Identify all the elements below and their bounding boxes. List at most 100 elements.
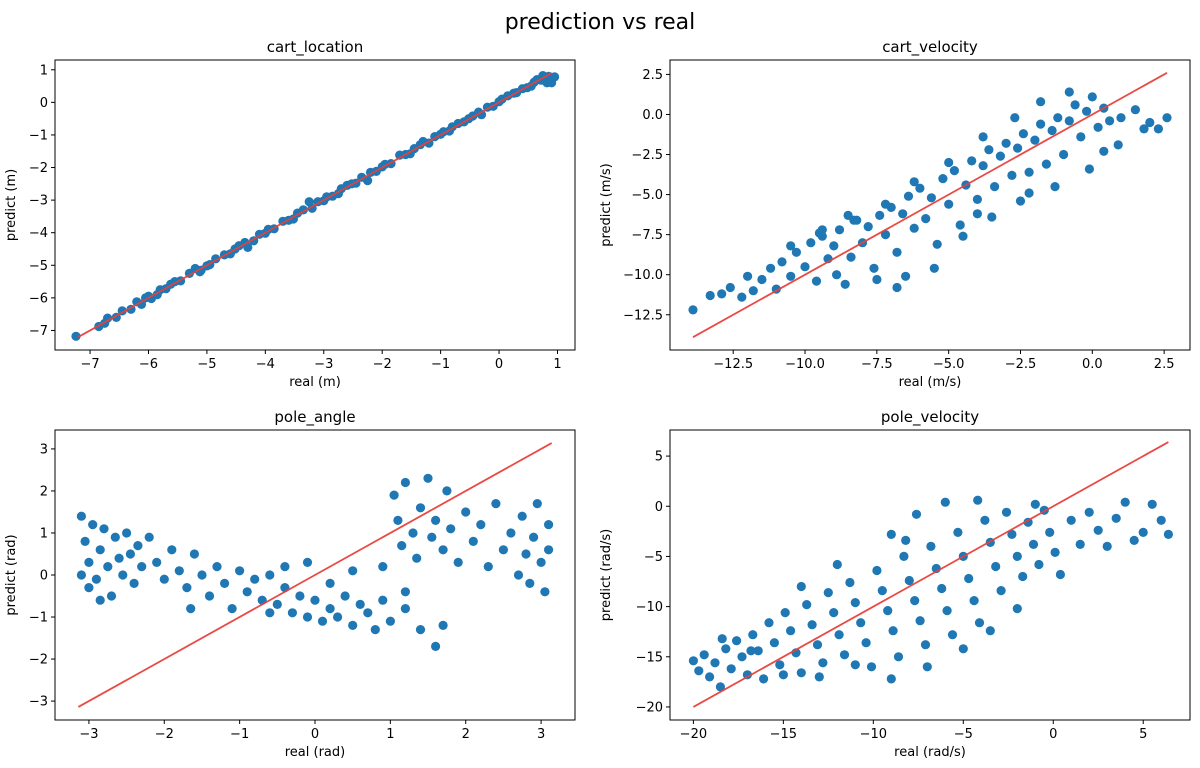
data-point: [550, 72, 560, 82]
data-point: [152, 557, 162, 568]
x-axis-label: real (rad): [285, 745, 345, 760]
data-point: [1093, 525, 1103, 535]
data-point: [1113, 140, 1123, 150]
data-point: [967, 156, 977, 166]
data-point: [517, 511, 527, 521]
data-point: [972, 209, 983, 219]
data-point: [769, 638, 780, 648]
y-tick-label: −20: [636, 700, 663, 715]
data-point: [840, 279, 850, 289]
data-point: [84, 557, 94, 568]
data-point: [88, 520, 98, 530]
data-point: [699, 650, 709, 660]
data-point: [901, 271, 911, 281]
data-point: [442, 486, 452, 496]
data-point: [921, 214, 931, 224]
data-point: [834, 630, 844, 640]
x-axis-label: real (m/s): [899, 375, 962, 390]
y-tick-label: 5: [655, 450, 663, 465]
reference-line: [692, 72, 1168, 338]
data-point: [958, 644, 968, 654]
data-point: [938, 174, 948, 184]
data-point: [978, 161, 988, 171]
y-tick-label: −1: [29, 128, 48, 143]
data-point: [829, 241, 839, 251]
x-tick-label: −2: [373, 357, 392, 372]
subplot-title: cart_location: [267, 38, 364, 57]
data-point: [832, 270, 842, 280]
data-point: [856, 618, 866, 628]
data-point: [915, 183, 925, 193]
data-point: [839, 650, 850, 660]
scatter-points: [688, 495, 1173, 692]
data-point: [1139, 124, 1149, 134]
data-point: [849, 215, 859, 225]
data-point: [944, 157, 954, 168]
data-point: [942, 606, 952, 616]
data-point: [302, 557, 313, 568]
data-point: [705, 290, 715, 301]
data-point: [427, 532, 437, 542]
data-point: [204, 591, 215, 601]
data-point: [846, 252, 856, 262]
data-point: [899, 551, 909, 562]
data-point: [91, 574, 101, 584]
data-point: [544, 520, 554, 530]
x-tick-label: −10: [860, 727, 887, 742]
data-point: [796, 581, 806, 592]
data-point: [532, 499, 542, 509]
data-point: [990, 182, 1000, 192]
y-axis-label: predict (rad): [4, 534, 19, 615]
subplot-cart_velocity: cart_velocity −12.5 −10.0 −7.5 −5.0 −2.5 0.0 2.…: [599, 38, 1191, 390]
subplot-pole_angle: pole_angle −3 −2 −1 0 1 2 3 −3 −2 −1 0 1 2 3 real (rad)…: [4, 408, 576, 760]
y-tick-label: −5.0: [631, 188, 663, 203]
x-tick-label: −3: [314, 357, 333, 372]
data-point: [235, 566, 245, 576]
data-point: [710, 658, 720, 668]
y-tick-label: −3: [29, 695, 48, 710]
data-point: [814, 672, 824, 682]
data-point: [325, 604, 335, 614]
subplot-title: pole_angle: [274, 408, 355, 427]
data-point: [759, 674, 769, 684]
data-point: [389, 490, 399, 500]
x-tick-label: −1: [431, 357, 450, 372]
subplot-cart_location: cart_location −7 −6 −5 −4 −3 −2 −1 0 1 −7 −6 −5 −4 −3 −…: [4, 38, 576, 390]
data-point: [491, 499, 501, 509]
x-tick-label: 0: [311, 727, 319, 742]
data-point: [385, 616, 395, 626]
x-axis-label: real (rad/s): [894, 745, 966, 760]
data-point: [926, 193, 937, 203]
data-point: [973, 495, 983, 505]
data-point: [525, 578, 535, 589]
data-point: [280, 562, 290, 572]
data-point: [498, 545, 508, 555]
data-point: [80, 536, 90, 547]
data-point: [850, 660, 860, 670]
data-point: [118, 570, 128, 580]
x-tick-label: 5: [1139, 727, 1147, 742]
data-point: [937, 583, 947, 594]
x-tick-label: −4: [256, 357, 275, 372]
data-point: [893, 652, 904, 662]
data-point: [333, 612, 343, 622]
y-tick-label: 1: [40, 63, 48, 78]
data-point: [1053, 113, 1063, 123]
data-point: [133, 541, 143, 551]
data-point: [920, 640, 931, 650]
y-tick-label: 0: [655, 500, 663, 515]
data-point: [766, 263, 776, 273]
data-point: [220, 578, 230, 589]
y-tick-label: −2: [29, 653, 48, 668]
data-point: [694, 666, 704, 676]
x-tick-label: 0: [495, 357, 503, 372]
data-point: [786, 626, 796, 636]
data-point: [1093, 122, 1103, 132]
data-point: [974, 618, 985, 628]
data-point: [926, 541, 936, 552]
data-point: [944, 199, 954, 209]
data-point: [423, 473, 433, 483]
data-point: [1138, 527, 1148, 538]
data-point: [122, 528, 132, 538]
data-point: [834, 225, 845, 235]
